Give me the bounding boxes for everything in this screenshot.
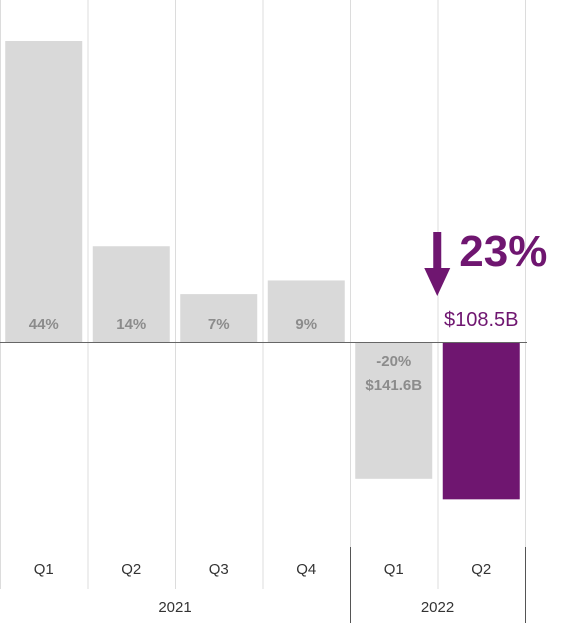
highlight-callout: 23% $108.5B (424, 227, 547, 331)
x-group-label: 2021 (158, 599, 191, 616)
bars-group (5, 41, 520, 500)
x-tick-label: Q4 (296, 561, 316, 578)
bar (355, 342, 433, 479)
data-labels-group: 44% 14% 7% 9% -20% $141.6B (29, 316, 423, 394)
x-tick-label: Q2 (121, 561, 141, 578)
data-label: 7% (208, 316, 230, 333)
x-tick-label: Q3 (209, 561, 229, 578)
data-label: 9% (295, 316, 317, 333)
data-label: 14% (116, 316, 146, 333)
x-tick-label: Q1 (34, 561, 54, 578)
x-tick-label: Q2 (471, 561, 491, 578)
bar (92, 246, 170, 342)
highlight-value: $108.5B (444, 309, 519, 331)
data-sub-label: $141.6B (365, 377, 422, 394)
bar (180, 294, 258, 342)
bar (5, 41, 83, 342)
x-tick-label: Q1 (384, 561, 404, 578)
x-group-label: 2022 (421, 599, 454, 616)
down-arrow-head-icon (424, 268, 451, 296)
grid-lines (0, 0, 526, 589)
highlight-percent: 23% (459, 227, 547, 276)
data-label: 44% (29, 316, 59, 333)
bar (267, 280, 345, 342)
data-label: -20% (376, 353, 411, 370)
x-axis: Q1 Q2 Q3 Q4 Q1 Q2 2021 2022 (34, 547, 526, 623)
bar (442, 342, 520, 500)
